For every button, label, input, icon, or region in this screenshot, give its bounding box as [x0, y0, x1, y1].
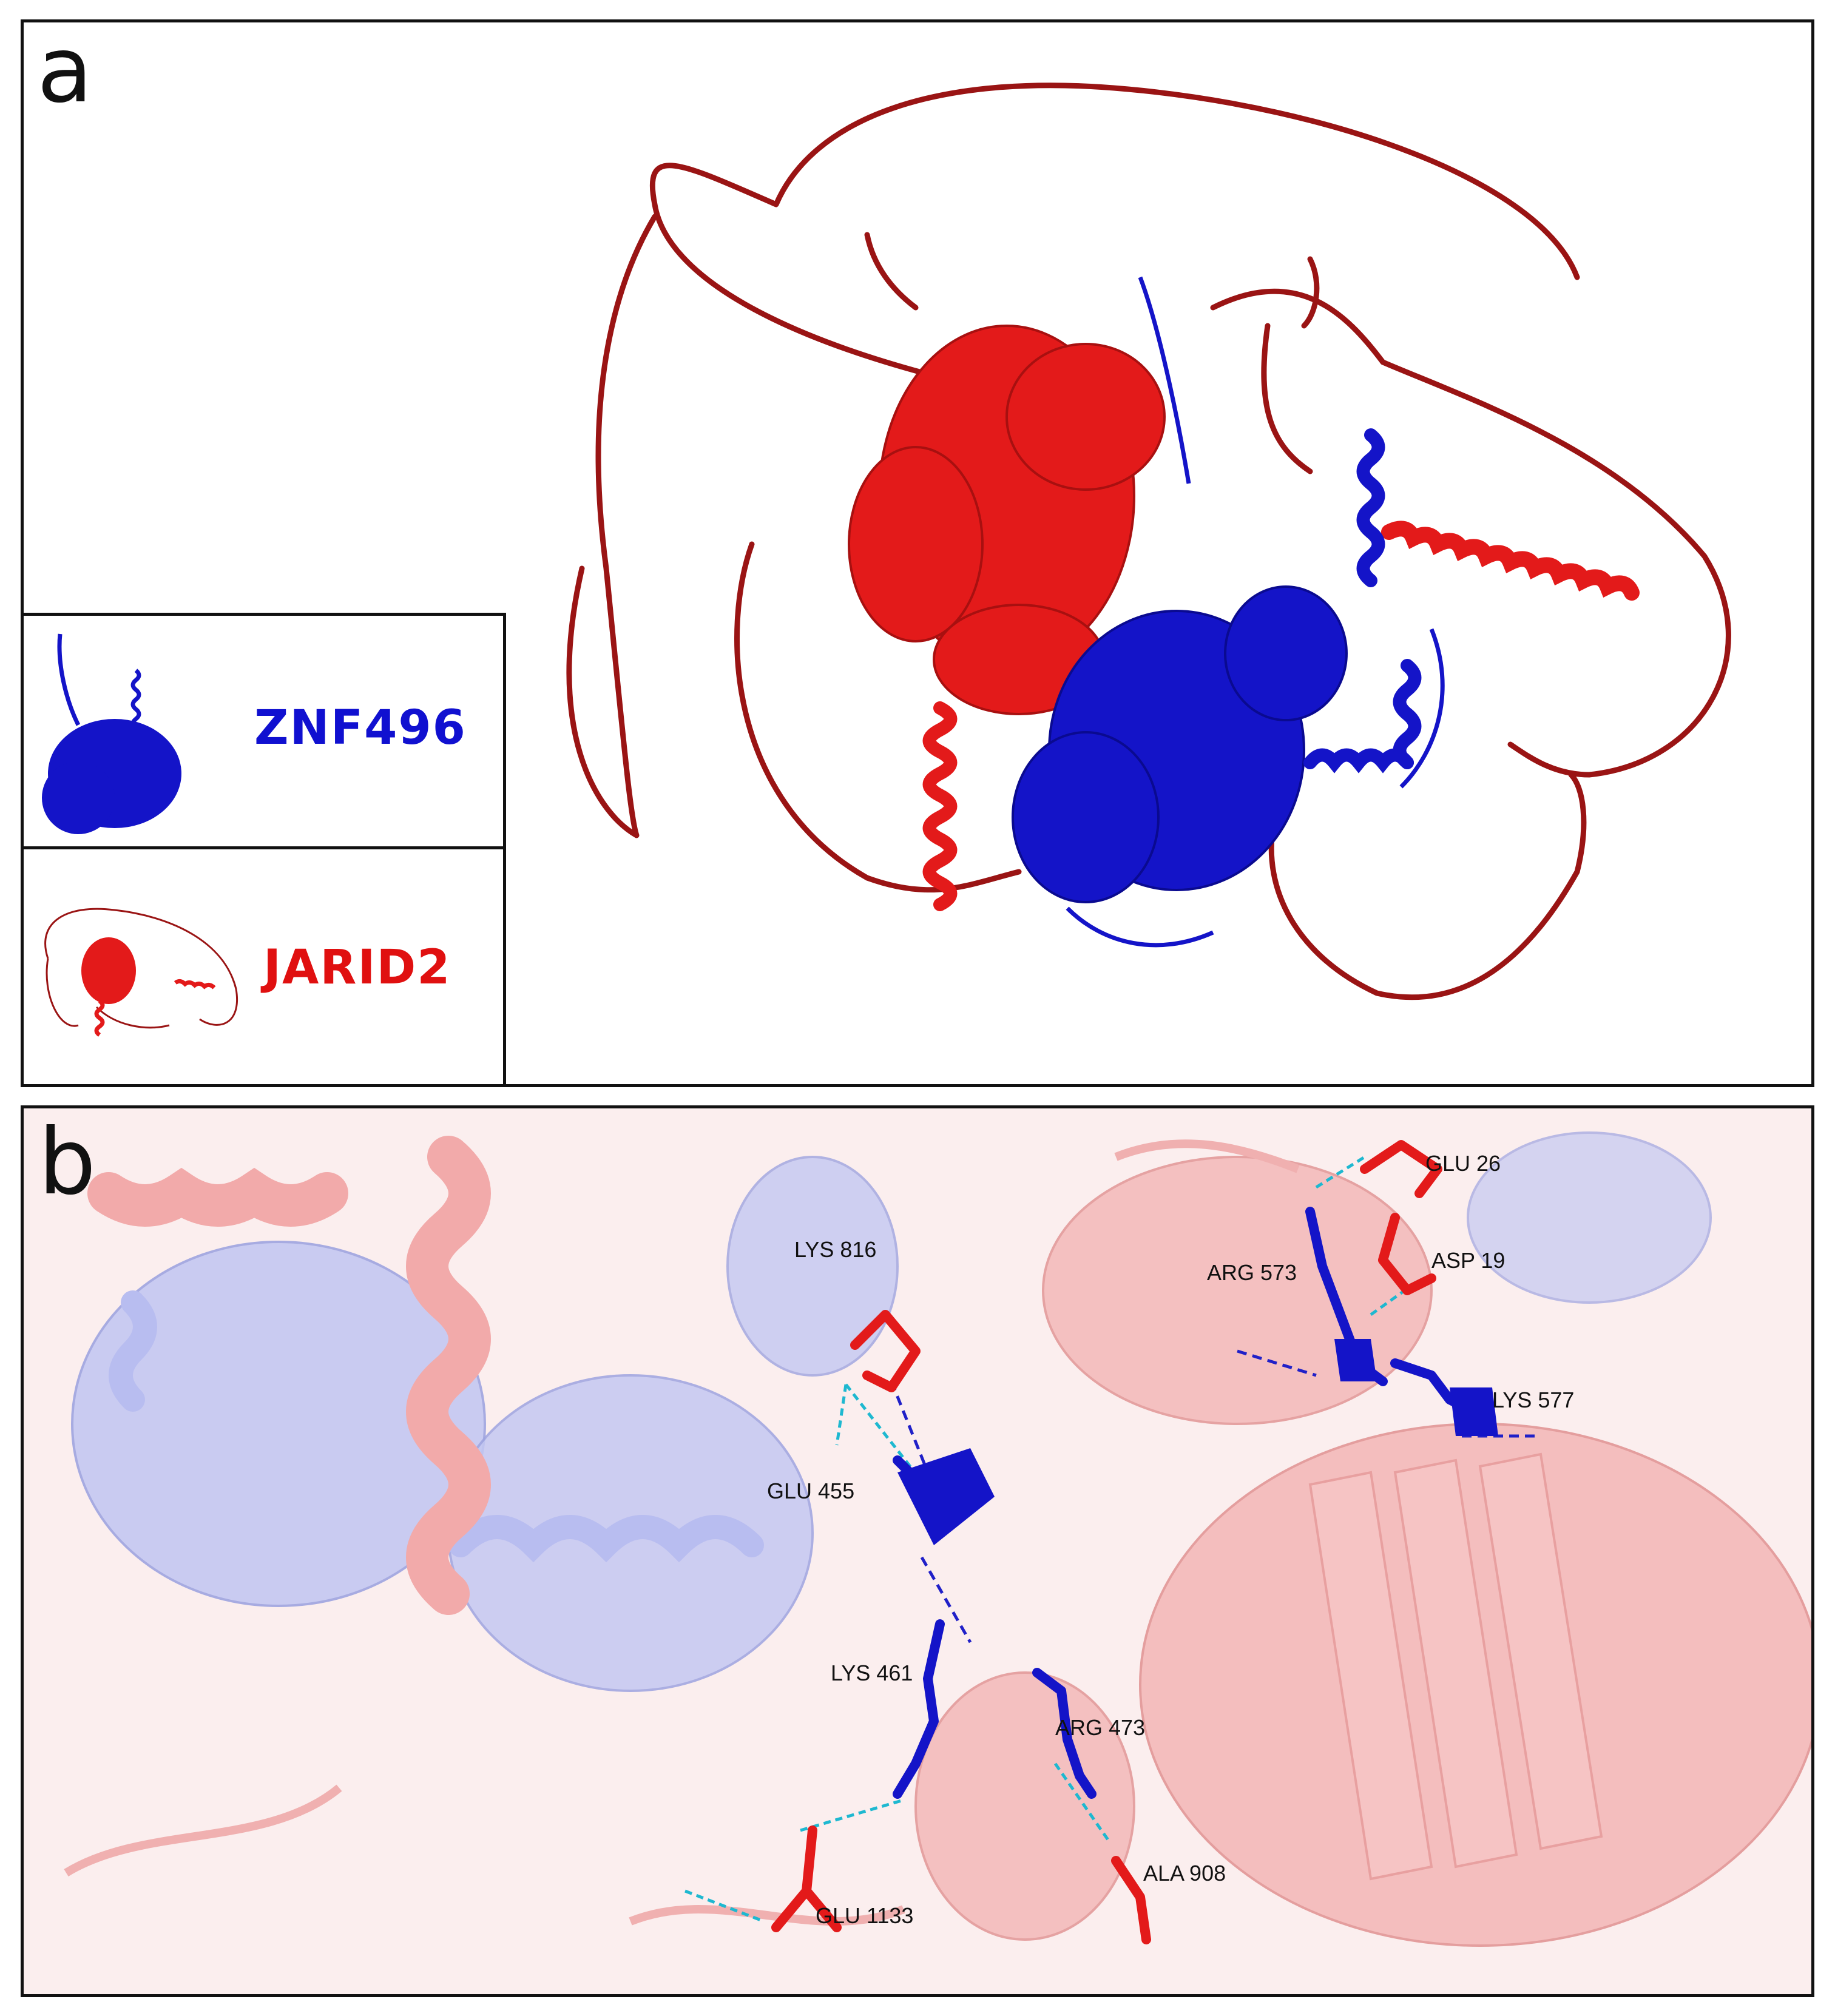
legend-jarid2: JARID2 — [24, 846, 506, 1084]
complex-structure-view — [566, 83, 1731, 1000]
jarid2-core — [848, 325, 1166, 715]
lys461-stick — [893, 1619, 945, 1799]
jarid2-thumbnail — [44, 908, 238, 1037]
panel-a-letter: a — [37, 19, 93, 123]
panel-b: b — [21, 1105, 1814, 1997]
jarid2-loop-left-outer — [566, 214, 658, 838]
residue-label: LYS 577 — [1492, 1387, 1575, 1412]
legend-jarid2-label: JARID2 — [263, 940, 451, 995]
znf496-highlight-blocks — [897, 1339, 1498, 1545]
znf496-loops — [1066, 276, 1445, 948]
arg473-stick — [1032, 1668, 1097, 1799]
znf496-core-right — [1224, 585, 1348, 721]
jarid2-pale-loops — [64, 1139, 1300, 1926]
znf496-thumbnail — [42, 633, 181, 834]
jarid2-helix-left — [922, 701, 958, 911]
znf496-helix-side — [1393, 659, 1422, 769]
residue-label: GLU 1133 — [816, 1903, 914, 1928]
znf496-core-left — [1012, 731, 1160, 903]
asp19-stick — [1378, 1213, 1436, 1295]
jarid2-loop-left-inner — [734, 541, 1022, 893]
residue-label: GLU 455 — [767, 1478, 855, 1503]
hydrogen-bonds — [684, 1155, 1414, 1923]
residue-label: ARG 573 — [1207, 1260, 1297, 1285]
residue-label: LYS 816 — [794, 1237, 877, 1262]
jarid2-loop-small — [864, 232, 919, 311]
jarid2-loop-top — [649, 83, 1580, 383]
znf496-helices — [1303, 428, 1422, 774]
interface-detail-view — [64, 1131, 1811, 1947]
jarid2-loop-mid-right — [1261, 323, 1313, 474]
jarid2-core-top — [1005, 343, 1166, 491]
residue-label: GLU 26 — [1425, 1151, 1501, 1176]
residue-label: ALA 908 — [1143, 1861, 1226, 1886]
panel-a: a — [21, 19, 1814, 1087]
residue-label: ARG 473 — [1055, 1715, 1146, 1740]
jarid2-disordered-loops — [566, 83, 1731, 1000]
jarid2-beta-sheet — [1308, 1452, 1603, 1881]
znf496-core — [1012, 585, 1348, 903]
znf496-helix-lower — [1303, 748, 1414, 774]
legend-znf496-label: ZNF496 — [254, 701, 467, 755]
panel-b-letter: b — [38, 1110, 96, 1215]
lys816-stick — [850, 1310, 921, 1392]
jarid2-core-left — [848, 446, 984, 642]
glu26-stick — [1360, 1140, 1442, 1198]
znf496-helix-upper — [1356, 428, 1385, 587]
jarid2-loop-tip — [1301, 256, 1320, 329]
jarid2-pale-helices — [87, 1136, 491, 1615]
ala908-stick — [1111, 1856, 1151, 1944]
jarid2-loop-bottom-right — [1268, 772, 1587, 1000]
legend-znf496: ZNF496 — [24, 613, 506, 849]
glu1133-stick — [771, 1826, 842, 1932]
residue-label: ASP 19 — [1431, 1248, 1506, 1273]
jarid2-loop-right — [1210, 288, 1731, 778]
znf496-pale-helices — [109, 1290, 764, 1563]
residue-label: LYS 461 — [831, 1660, 913, 1685]
znf496-pale-ribbons — [71, 1131, 1712, 1692]
jarid2-helix-right — [1381, 521, 1640, 601]
